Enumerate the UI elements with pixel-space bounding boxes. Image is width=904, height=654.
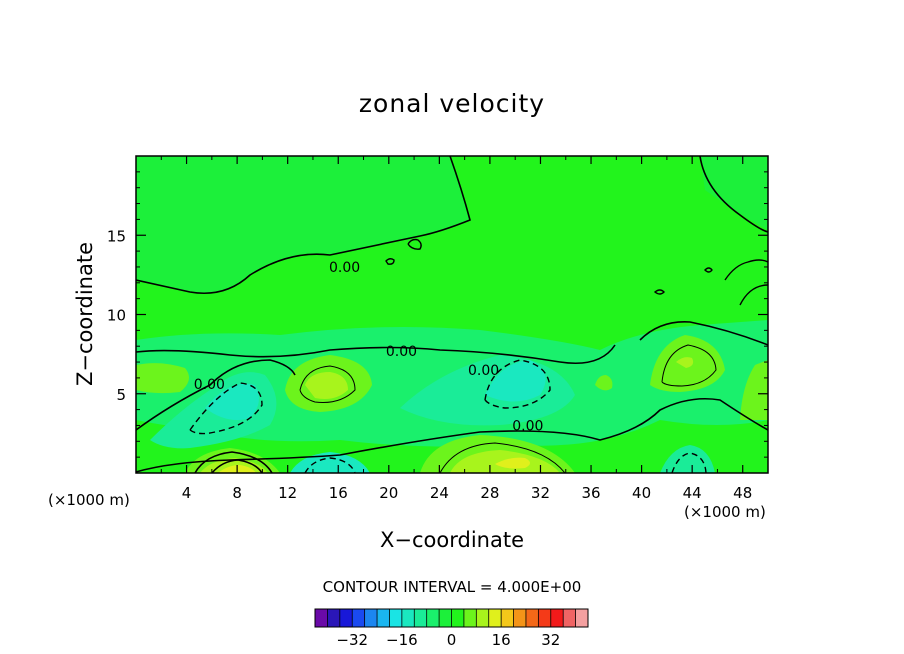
upper-neutral-region [136,156,470,294]
colorbar-swatch [377,609,390,627]
colorbar-swatch [476,609,490,627]
colorbar-swatch [501,609,514,627]
zero-contour-lower-left [136,359,296,431]
small-closed-contour-1 [407,238,422,250]
contour-fills [136,156,768,473]
colorbar-swatch [339,609,353,627]
zero-contour-upper-right [699,156,768,233]
y-tick-label: 10 [107,307,126,325]
positive-core-center-left [305,372,348,399]
colorbar-swatch [315,609,328,627]
negative-core-center [485,360,546,402]
contour-labels: 0.00 0.00 0.00 0.00 0.00 [194,260,544,435]
colorbar-swatch [488,609,502,627]
x-tick-label: 32 [531,484,550,502]
colorbar-swatch [426,609,440,627]
colorbar-swatch [401,609,415,627]
negative-cell-right [660,445,715,473]
x-tick-label: 40 [632,484,651,502]
y-tick-label: 15 [107,227,126,245]
y-tick-label: 5 [116,386,126,404]
x-tick-label: 48 [733,484,752,502]
z-unit-label: (×1000 m) [48,491,130,509]
positive-peak-bottom-center [495,457,530,469]
negative-contour-center [484,359,551,409]
colorbar-ticks: −32 −16 0 16 32 [336,631,560,649]
colorbar-swatch [463,609,477,627]
positive-contour-bottom-left [194,451,273,473]
x-tick-label: 20 [379,484,398,502]
colorbar-tick-label: 0 [447,631,457,649]
colorbar [314,608,589,628]
colorbar-swatch [550,609,564,627]
contour-interval-text: CONTOUR INTERVAL = 4.000E+00 [323,578,582,596]
small-closed-contour-2 [385,258,395,265]
right-edge-contour-2 [739,284,768,306]
colorbar-swatch [352,609,365,627]
plot-area: 0.000.000.000.000.00 4 8 12 16 20 24 28 32 36 40 4… [107,155,769,502]
x-tick-label: 8 [232,484,242,502]
colorbar-tick-label: −32 [336,631,368,649]
positive-contour-right [661,344,717,387]
positive-core-right [676,357,694,368]
x-tick-label: 12 [278,484,297,502]
colorbar-swatch [563,609,576,627]
zero-contour-middle [136,344,616,365]
negative-core-left [205,383,259,421]
x-tick-label: 24 [430,484,449,502]
x-axis: 4 8 12 16 20 24 28 32 36 40 44 48 [160,156,752,502]
contour-label: 0.00 [468,363,499,379]
negative-contour-bottom [304,457,356,473]
contour-label: 0.00 [329,260,360,276]
colorbar-swatch [525,609,539,627]
colorbar-tick-label: −16 [386,631,418,649]
colorbar-swatch [451,609,465,627]
colorbar-swatch [575,609,589,627]
small-closed-contour-3 [653,289,665,295]
y-axis-title: Z−coordinate [73,242,97,386]
colorbar-swatch [414,609,427,627]
right-edge-contour [724,259,768,281]
negative-contour-left [189,382,263,435]
positive-contour-center-left [299,365,356,403]
positive-contour-bottom-left-inner [211,459,263,473]
zero-contour-upper [136,156,471,295]
zero-contour-lower [136,397,768,473]
x-tick-label: 28 [480,484,499,502]
positive-contour-bottom-center [439,442,566,473]
x-axis-title: X−coordinate [380,528,524,552]
x-tick-label: 16 [329,484,348,502]
small-closed-contour-4 [704,267,713,273]
colorbar-swatch [439,609,452,627]
x-unit-label: (×1000 m) [684,503,766,521]
colorbar-swatch [513,609,527,627]
colorbar-frame [314,608,589,628]
contour-lines [136,156,768,473]
chart-title: zonal velocity [359,89,545,118]
contour-label: 0.00 [194,377,225,393]
contour-label: 0.00 [512,418,543,434]
x-tick-label: 4 [182,484,192,502]
upper-right-region [700,156,768,230]
colorbar-swatch [327,609,341,627]
x-tick-label: 36 [581,484,600,502]
colorbar-tick-label: 16 [492,631,511,649]
y-axis: 5 10 15 [107,171,768,458]
positive-cell-left-edge [136,363,189,394]
x-tick-label: 44 [683,484,702,502]
colorbar-tick-label: 32 [541,631,560,649]
colorbar-swatch [389,609,403,627]
zero-contour-right [639,321,768,346]
positive-cell-far-right [740,360,768,420]
contour-label: 0.00 [386,344,417,360]
colorbar-swatch [538,609,552,627]
colorbar-swatch [364,609,378,627]
positive-cell-small-right [595,375,613,391]
